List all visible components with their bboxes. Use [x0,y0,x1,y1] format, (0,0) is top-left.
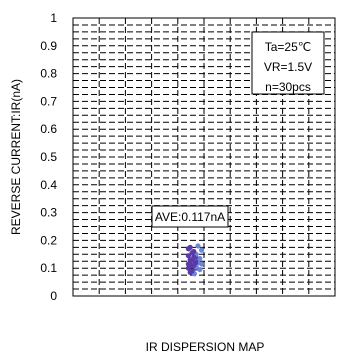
plot-frame [72,17,336,297]
condition-voltage: VR=1.5V [264,60,312,74]
data-points [185,243,205,277]
conditions-box: Ta=25℃ VR=1.5V n=30pcs [251,31,325,95]
data-point [189,268,195,274]
x-axis-title: IR DISPERSION MAP [146,340,265,354]
condition-temperature: Ta=25℃ [265,40,312,54]
data-point [197,255,203,262]
y-tick-label: 0.5 [40,150,57,164]
y-tick-label: 0.7 [40,94,57,108]
data-point [193,260,199,266]
y-tick-label: 0.2 [40,233,57,247]
data-point [187,244,193,250]
data-point [197,266,203,273]
y-tick-label: 0 [50,289,57,303]
data-point [199,247,205,253]
y-tick-label: 0.4 [40,178,57,192]
y-tick-label: 0.1 [40,261,57,275]
data-point [195,243,201,249]
data-point [185,253,191,259]
condition-sample-count: n=30pcs [265,80,311,94]
y-tick-label: 0.6 [40,122,57,136]
data-point [191,248,197,255]
y-axis-title: REVERSE CURRENT:IR(nA) [9,79,23,235]
data-point [191,254,197,260]
y-tick-label: 0.9 [40,39,57,53]
y-tick-label: 1 [50,11,57,25]
data-point [185,265,191,271]
y-tick-labels: 0 0.1 0.2 0.3 0.4 0.5 0.6 0.7 0.8 0.9 1 [40,11,57,303]
average-box: AVE:0.117nA [151,205,229,228]
average-label: AVE:0.117nA [155,210,225,224]
y-tick-label: 0.3 [40,206,57,220]
y-tick-label: 0.8 [40,67,57,81]
